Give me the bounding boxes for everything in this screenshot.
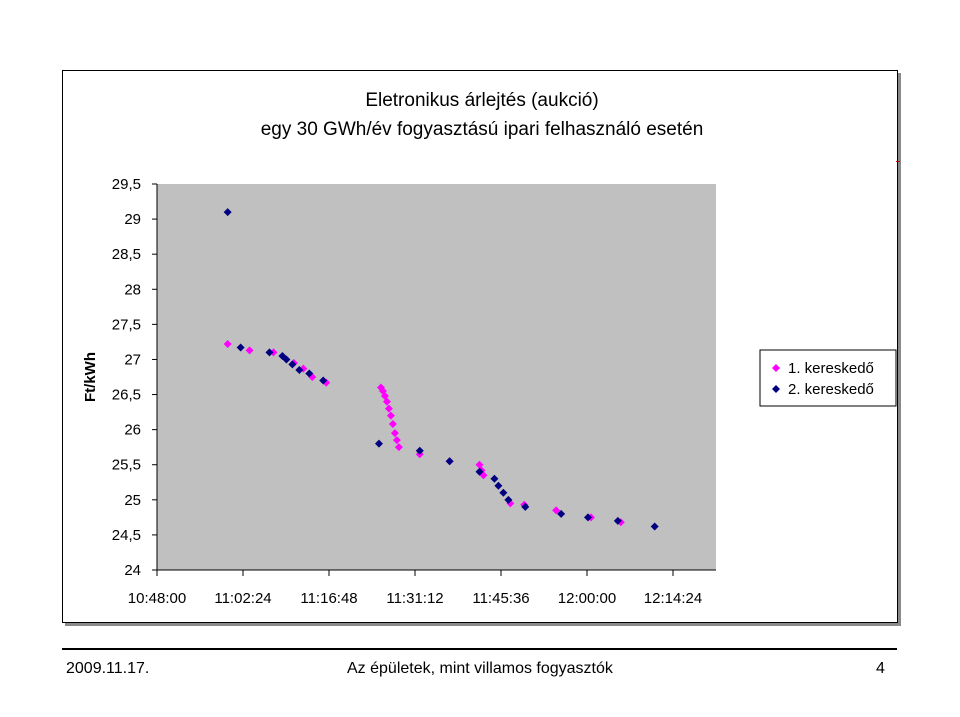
footer-date: 2009.11.17. [66, 660, 150, 677]
x-tick-label: 10:48:00 [128, 590, 186, 607]
series-2-point [504, 495, 513, 504]
x-tick-label: 11:45:36 [472, 590, 529, 607]
legend-label-2: 2. kereskedő [788, 381, 874, 398]
x-tick-label: 11:02:24 [214, 590, 271, 607]
series-2-point [490, 474, 499, 483]
legend-marker-2 [772, 385, 780, 393]
series-2-point [613, 516, 622, 525]
series-2-point [282, 355, 291, 364]
chart-title-line-2: egy 30 GWh/év fogyasztású ipari felhaszn… [261, 119, 704, 140]
series-1-point [552, 506, 561, 515]
series-1-point [223, 340, 232, 349]
x-tick-label: 12:00:00 [558, 590, 616, 607]
legend-label-1: 1. kereskedő [788, 360, 874, 377]
frame-accent-mark [896, 161, 900, 162]
y-tick-label: 28,5 [112, 246, 141, 263]
series-2-point [415, 446, 424, 455]
plot-area [157, 184, 716, 570]
series-1-point [388, 420, 397, 429]
x-tick-label: 11:31:12 [386, 590, 443, 607]
series-1-point [245, 346, 254, 355]
series-2-point [223, 208, 232, 217]
y-tick-label: 24 [124, 562, 141, 579]
series-1-point [392, 436, 401, 445]
series-2-point [557, 509, 566, 518]
series-1-point [394, 443, 403, 452]
y-tick-label: 26,5 [112, 387, 141, 404]
y-axis-label: Ft/kWh [82, 352, 99, 402]
y-tick-label: 26 [124, 422, 141, 439]
series-2-point [494, 481, 503, 490]
legend-box [759, 349, 897, 407]
series-1-point [382, 397, 391, 406]
series-2-point [288, 360, 297, 369]
series-2-point [265, 348, 274, 357]
y-tick-label: 29,5 [112, 176, 141, 193]
series-2-point [319, 376, 328, 385]
y-tick-label: 24,5 [112, 527, 141, 544]
y-tick-label: 27 [124, 351, 141, 368]
y-tick-label: 25,5 [112, 457, 141, 474]
series-1-point [384, 404, 393, 413]
footer-divider [62, 648, 897, 650]
series-2-point [445, 457, 454, 466]
y-tick-label: 27,5 [112, 316, 141, 333]
x-tick-label: 11:16:48 [300, 590, 357, 607]
footer-page-number: 4 [876, 660, 885, 677]
chart-title-line-1: Eletronikus árlejtés (aukció) [365, 90, 598, 111]
series-2-point [295, 365, 304, 374]
footer-title: Az épületek, mint villamos fogyasztók [347, 660, 613, 677]
series-2-point [475, 467, 484, 476]
series-2-point [650, 522, 659, 531]
series-2-point [583, 513, 592, 522]
y-tick-label: 28 [124, 281, 141, 298]
series-2-point [305, 369, 314, 378]
series-2-point [521, 502, 530, 511]
series-1-point [390, 429, 399, 438]
series-2-point [499, 488, 508, 497]
legend-marker-1 [772, 364, 780, 372]
series-2-point [374, 439, 383, 448]
x-tick-label: 12:14:24 [644, 590, 702, 607]
series-1-point [386, 411, 395, 420]
y-tick-label: 25 [124, 492, 141, 509]
y-tick-label: 29 [124, 211, 141, 228]
series-2-point [236, 343, 245, 352]
